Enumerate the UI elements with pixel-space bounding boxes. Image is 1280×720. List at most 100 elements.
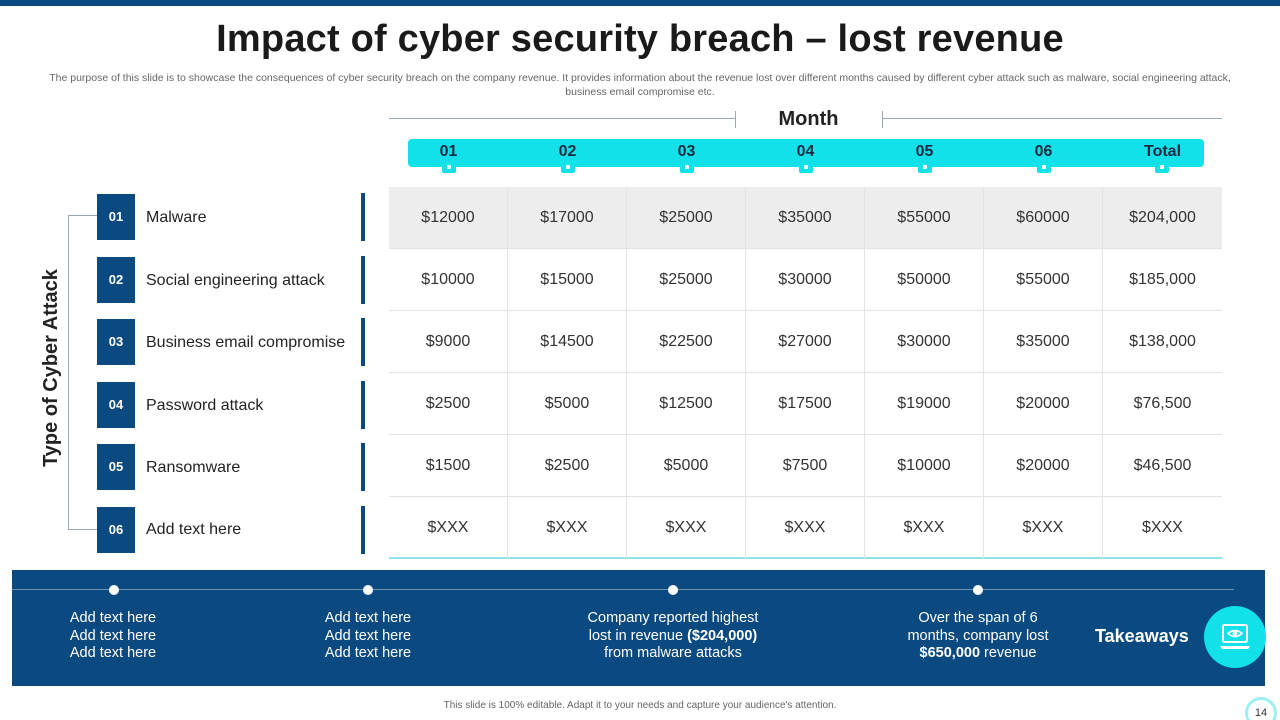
table-cell: $55000 (865, 187, 984, 249)
table-cell: $10000 (865, 435, 984, 497)
slide-footer: This slide is 100% editable. Adapt it to… (443, 700, 837, 711)
row-separator (361, 193, 365, 241)
table-cell: $19000 (865, 373, 984, 435)
slide-subtitle: The purpose of this slide is to showcase… (49, 72, 1231, 98)
timeline-dot (109, 585, 119, 595)
table-cell: $XXX (746, 497, 865, 559)
table-row: $10000 $15000 $25000 $30000 $50000 $5500… (389, 249, 1222, 311)
takeaway-line: Add text here (69, 627, 157, 644)
table-cell: $9000 (389, 311, 508, 373)
table-cell-total: $76,500 (1133, 395, 1192, 412)
takeaways-timeline (12, 589, 1234, 590)
table-cell: $XXX (508, 497, 627, 559)
column-marker (680, 161, 694, 173)
table-cell: $XXX (627, 497, 746, 559)
takeaway-highlight: ($204,000) (687, 627, 758, 644)
table-cell: $14500 (508, 311, 627, 373)
takeaway-line: Over the span of 6 (918, 610, 1038, 626)
takeaway-line: months, company lost (907, 627, 1049, 644)
column-header: 05 (915, 143, 934, 160)
table-row: $1500 $2500 $5000 $7500 $10000 $20000 $4… (389, 435, 1222, 497)
table-cell: $5000 (627, 435, 746, 497)
row-separator (361, 318, 365, 366)
column-marker (799, 161, 813, 173)
column-marker (918, 161, 932, 173)
revenue-table: $12000 $17000 $25000 $35000 $55000 $6000… (389, 187, 1222, 561)
column-header: 03 (677, 143, 696, 160)
table-cell: $35000 (984, 311, 1103, 373)
table-row: $2500 $5000 $12500 $17500 $19000 $20000 … (389, 373, 1222, 435)
timeline-dot (363, 585, 373, 595)
attack-number: 06 (97, 507, 135, 553)
attack-label: Add text here (146, 521, 242, 538)
row-separator (361, 443, 365, 491)
table-cell: $XXX (984, 497, 1103, 559)
takeaway-item: Over the span of 6 months, company lost … (878, 610, 1078, 663)
takeaway-highlight: $650,000 (919, 645, 981, 661)
table-row: $12000 $17000 $25000 $35000 $55000 $6000… (389, 187, 1222, 249)
axis-title: Type of Cyber Attack (40, 269, 62, 467)
takeaway-line: lost in revenue ($204,000) (573, 628, 773, 646)
table-cell: $55000 (984, 249, 1103, 311)
table-row: $9000 $14500 $22500 $27000 $30000 $35000… (389, 311, 1222, 373)
table-cell: $XXX (389, 497, 508, 559)
month-divider-left (389, 118, 735, 119)
takeaways-label: Takeaways (1095, 626, 1189, 646)
table-cell: $20000 (984, 373, 1103, 435)
takeaway-line: Add text here (69, 645, 157, 661)
takeaway-item: Company reported highest lost in revenue… (573, 610, 773, 663)
column-marker (1155, 161, 1169, 173)
takeaway-text: revenue (980, 645, 1037, 661)
table-cell: $XXX (865, 497, 984, 559)
column-marker (442, 161, 456, 173)
takeaway-line: Add text here (324, 645, 412, 661)
column-header: 06 (1034, 143, 1053, 160)
month-label: Month (778, 108, 839, 130)
row-separator (361, 381, 365, 429)
table-cell-total: $46,500 (1133, 457, 1192, 474)
takeaway-line: Add text here (324, 610, 412, 626)
timeline-dot (668, 585, 678, 595)
column-marker (1037, 161, 1051, 173)
timeline-dot (973, 585, 983, 595)
axis-bracket (68, 215, 98, 530)
table-cell: $50000 (865, 249, 984, 311)
row-separator (361, 256, 365, 304)
table-cell: $60000 (984, 187, 1103, 249)
attack-label: Malware (146, 209, 207, 226)
takeaway-line: Add text here (324, 627, 412, 644)
takeaway-text: lost in revenue (588, 627, 688, 644)
column-header: 02 (558, 143, 577, 160)
table-cell: $10000 (389, 249, 508, 311)
table-cell: $30000 (865, 311, 984, 373)
column-header: 04 (796, 143, 815, 160)
attack-number: 03 (97, 319, 135, 365)
table-cell: $2500 (508, 435, 627, 497)
table-cell-total: $204,000 (1129, 209, 1196, 226)
attack-label: Business email compromise (146, 334, 346, 351)
takeaway-line: $650,000 revenue (878, 645, 1078, 663)
table-cell-total: $XXX (1142, 519, 1183, 536)
column-header-total: Total (1143, 143, 1182, 160)
slide-title: Impact of cyber security breach – lost r… (216, 18, 1064, 60)
attack-number: 04 (97, 382, 135, 428)
month-divider-right (882, 118, 1222, 119)
table-cell-total: $138,000 (1129, 333, 1196, 350)
table-cell: $20000 (984, 435, 1103, 497)
table-cell: $17000 (508, 187, 627, 249)
attack-label: Password attack (146, 397, 264, 414)
table-cell: $27000 (746, 311, 865, 373)
takeaways-icon-circle (1204, 606, 1266, 668)
table-cell: $12000 (389, 187, 508, 249)
table-cell: $30000 (746, 249, 865, 311)
table-cell: $2500 (389, 373, 508, 435)
table-cell-total: $185,000 (1129, 271, 1196, 288)
table-cell: $35000 (746, 187, 865, 249)
table-cell: $25000 (627, 249, 746, 311)
table-row: $XXX $XXX $XXX $XXX $XXX $XXX $XXX (389, 497, 1222, 559)
takeaway-line: Add text here (69, 610, 157, 626)
attack-number: 05 (97, 444, 135, 490)
row-separator (361, 506, 365, 554)
attack-number: 02 (97, 257, 135, 303)
table-cell: $15000 (508, 249, 627, 311)
